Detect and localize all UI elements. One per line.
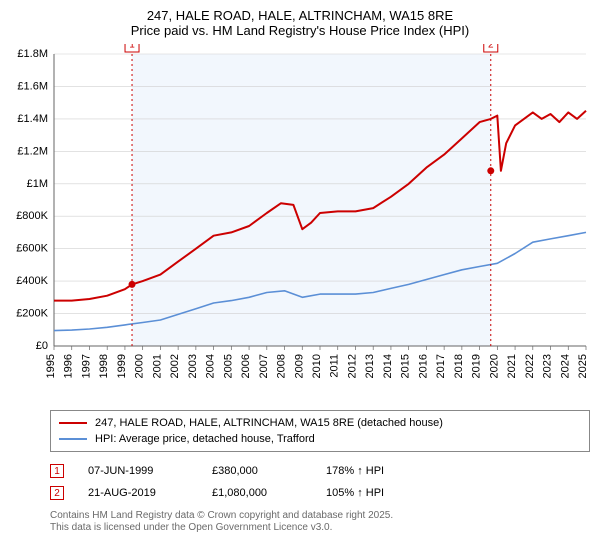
legend-swatch [59, 438, 87, 440]
svg-text:£0: £0 [36, 340, 48, 352]
svg-text:1998: 1998 [98, 354, 110, 378]
svg-text:1999: 1999 [116, 354, 128, 378]
svg-text:2000: 2000 [134, 354, 146, 378]
svg-text:2016: 2016 [417, 354, 429, 378]
svg-text:2017: 2017 [435, 354, 447, 378]
sale-marker-num: 2 [54, 488, 60, 499]
sale-date: 21-AUG-2019 [88, 487, 188, 499]
svg-text:2014: 2014 [382, 354, 394, 378]
svg-text:2002: 2002 [169, 354, 181, 378]
svg-text:2009: 2009 [293, 354, 305, 378]
svg-text:1: 1 [129, 44, 135, 51]
svg-text:2019: 2019 [471, 354, 483, 378]
svg-text:£1.4M: £1.4M [17, 113, 48, 125]
svg-text:2010: 2010 [311, 354, 323, 378]
svg-text:£1.2M: £1.2M [17, 145, 48, 157]
sale-marker-num: 1 [54, 466, 60, 477]
svg-text:£800K: £800K [16, 210, 48, 222]
svg-text:2013: 2013 [364, 354, 376, 378]
svg-text:2001: 2001 [151, 354, 163, 378]
svg-text:£1.8M: £1.8M [17, 48, 48, 60]
svg-text:2003: 2003 [187, 354, 199, 378]
chart-title: 247, HALE ROAD, HALE, ALTRINCHAM, WA15 8… [10, 8, 590, 38]
sale-row: 2 21-AUG-2019 £1,080,000 105% ↑ HPI [50, 482, 590, 504]
svg-text:2021: 2021 [506, 354, 518, 378]
sale-marker-icon: 2 [50, 486, 64, 500]
svg-text:1995: 1995 [45, 354, 57, 378]
legend-item: HPI: Average price, detached house, Traf… [59, 431, 581, 447]
svg-text:2023: 2023 [542, 354, 554, 378]
footer-line: This data is licensed under the Open Gov… [50, 522, 590, 534]
svg-text:2024: 2024 [559, 354, 571, 378]
plot-area: £0 £200K £400K £600K £800K £1M £1.2M £1.4M £1.6M… [10, 44, 590, 404]
svg-text:2025: 2025 [577, 354, 589, 378]
svg-text:2005: 2005 [222, 354, 234, 378]
svg-text:2012: 2012 [346, 354, 358, 378]
legend-label: 247, HALE ROAD, HALE, ALTRINCHAM, WA15 8… [95, 417, 443, 429]
svg-text:2020: 2020 [488, 354, 500, 378]
title-address: 247, HALE ROAD, HALE, ALTRINCHAM, WA15 8… [10, 8, 590, 23]
sale-marker-icon: 1 [50, 464, 64, 478]
svg-text:£1.6M: £1.6M [17, 80, 48, 92]
title-subtitle: Price paid vs. HM Land Registry's House … [10, 23, 590, 38]
chart-svg: £0 £200K £400K £600K £800K £1M £1.2M £1.4M £1.6M… [10, 44, 590, 404]
chart-container: 247, HALE ROAD, HALE, ALTRINCHAM, WA15 8… [0, 0, 600, 560]
sale-delta: 105% ↑ HPI [326, 487, 416, 499]
sale-date: 07-JUN-1999 [88, 465, 188, 477]
svg-text:£400K: £400K [16, 275, 48, 287]
legend-label: HPI: Average price, detached house, Traf… [95, 433, 315, 445]
svg-text:£600K: £600K [16, 243, 48, 255]
sale-price: £380,000 [212, 465, 302, 477]
sales-table: 1 07-JUN-1999 £380,000 178% ↑ HPI 2 21-A… [50, 460, 590, 504]
svg-text:2: 2 [488, 44, 494, 51]
legend: 247, HALE ROAD, HALE, ALTRINCHAM, WA15 8… [50, 410, 590, 452]
svg-text:2011: 2011 [329, 354, 341, 378]
svg-text:£200K: £200K [16, 308, 48, 320]
svg-text:2007: 2007 [258, 354, 270, 378]
footer-attribution: Contains HM Land Registry data © Crown c… [50, 510, 590, 534]
footer-line: Contains HM Land Registry data © Crown c… [50, 510, 590, 522]
svg-text:2006: 2006 [240, 354, 252, 378]
sale-row: 1 07-JUN-1999 £380,000 178% ↑ HPI [50, 460, 590, 482]
sale-delta: 178% ↑ HPI [326, 465, 416, 477]
svg-text:2015: 2015 [400, 354, 412, 378]
svg-text:2004: 2004 [205, 354, 217, 378]
svg-text:2022: 2022 [524, 354, 536, 378]
svg-text:1997: 1997 [80, 354, 92, 378]
svg-text:2008: 2008 [276, 354, 288, 378]
svg-text:£1M: £1M [27, 178, 48, 190]
svg-text:2018: 2018 [453, 354, 465, 378]
sale-price: £1,080,000 [212, 487, 302, 499]
legend-item: 247, HALE ROAD, HALE, ALTRINCHAM, WA15 8… [59, 415, 581, 431]
svg-text:1996: 1996 [63, 354, 75, 378]
legend-swatch [59, 422, 87, 424]
